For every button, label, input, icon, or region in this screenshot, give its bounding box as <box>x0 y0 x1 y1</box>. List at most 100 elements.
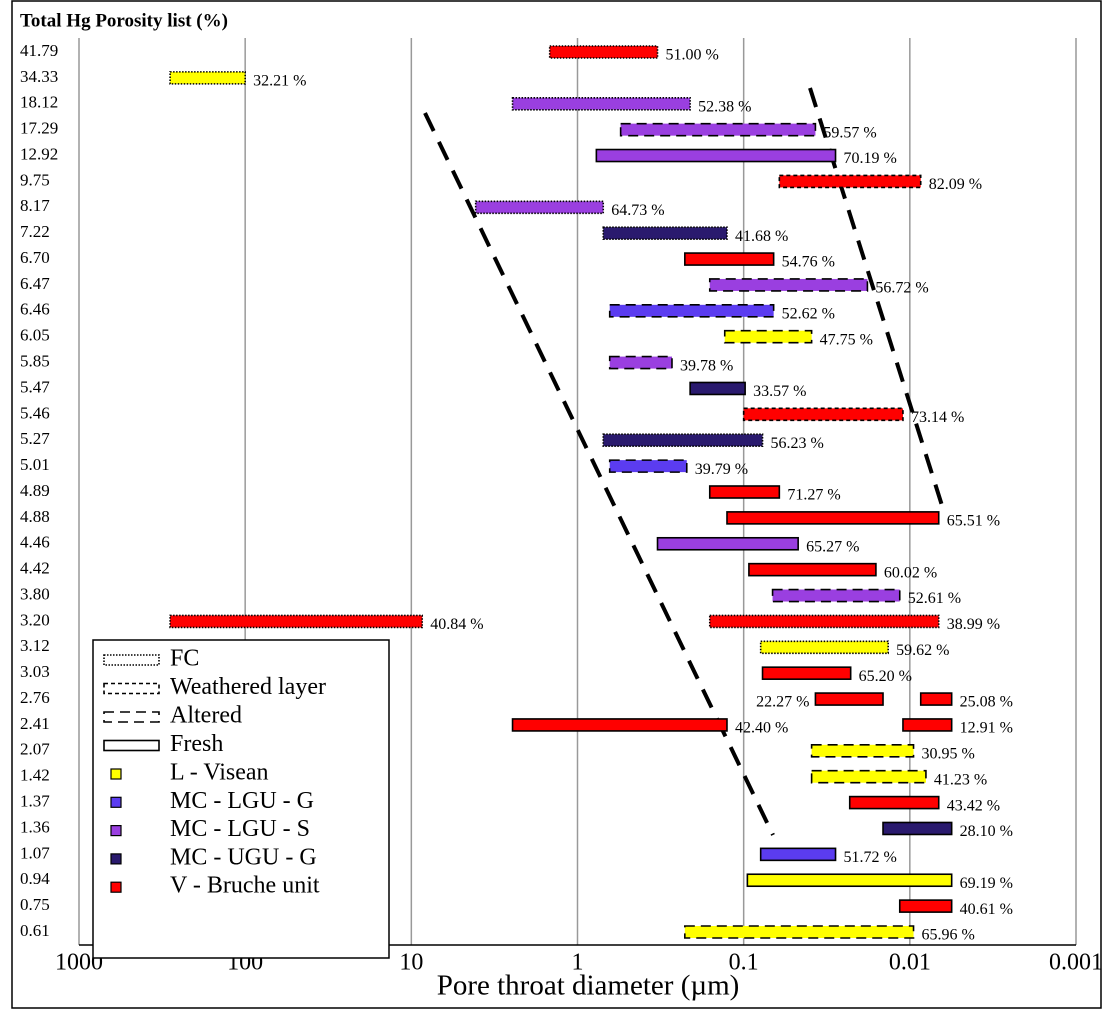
value-label: 47.75 % <box>820 331 873 348</box>
range-bar <box>919 692 953 706</box>
range-bar <box>810 769 927 784</box>
value-label: 69.19 % <box>960 875 1013 892</box>
row-label: 0.75 <box>20 895 50 914</box>
value-label: 40.61 % <box>960 901 1013 918</box>
legend-label: Altered <box>170 703 242 729</box>
value-label: 12.91 % <box>960 720 1013 737</box>
range-bar <box>902 718 953 732</box>
range-bar <box>708 614 940 629</box>
range-bar <box>548 45 659 59</box>
range-bar <box>608 459 688 473</box>
value-label: 60.02 % <box>884 564 937 581</box>
range-bar <box>619 122 817 137</box>
legend-swatch <box>110 768 122 780</box>
row-label: 1.07 <box>20 843 50 862</box>
value-label: 40.84 % <box>430 616 483 633</box>
x-tick-label: 1 <box>572 950 584 976</box>
range-bar <box>882 821 953 836</box>
value-label: 82.09 % <box>929 176 982 193</box>
value-label: 22.27 % <box>756 694 809 711</box>
value-label: 52.62 % <box>782 305 835 322</box>
range-bar <box>169 71 246 85</box>
row-label: 4.89 <box>20 481 50 500</box>
range-bar <box>726 511 940 525</box>
row-label: 3.12 <box>20 636 50 655</box>
value-label: 65.51 % <box>947 513 1000 530</box>
legend-label: MC - LGU - S <box>170 816 310 842</box>
row-label: 1.42 <box>20 766 50 785</box>
value-label: 33.57 % <box>753 383 806 400</box>
range-bar <box>761 666 852 680</box>
value-label: 70.19 % <box>844 150 897 167</box>
value-label: 39.79 % <box>695 461 748 478</box>
legend-label: V - Bruche unit <box>170 873 320 899</box>
range-bar <box>898 899 953 913</box>
range-bar <box>759 847 837 862</box>
legend-swatch <box>110 824 122 837</box>
row-label: 8.17 <box>20 196 50 215</box>
row-label: 41.79 <box>20 41 58 60</box>
row-label: 2.07 <box>20 740 50 759</box>
legend-swatch <box>110 796 122 808</box>
legend-swatch <box>103 739 160 752</box>
row-label: 5.27 <box>20 429 50 448</box>
x-tick-label: 0.1 <box>729 950 759 976</box>
row-label: 6.47 <box>20 274 50 293</box>
range-bar <box>474 200 605 215</box>
row-label: 0.94 <box>20 869 50 888</box>
range-bar <box>608 355 673 370</box>
range-bar <box>511 718 728 732</box>
row-label: 9.75 <box>20 170 50 189</box>
row-label: 6.05 <box>20 326 50 345</box>
trend-line <box>423 112 775 836</box>
value-label: 41.23 % <box>934 771 987 788</box>
chart-title: Total Hg Porosity list (%) <box>20 10 228 31</box>
range-bar <box>656 536 799 551</box>
value-label: 30.95 % <box>922 745 975 762</box>
range-bar <box>748 562 877 577</box>
value-label: 38.99 % <box>947 616 1000 633</box>
range-bar <box>723 329 813 344</box>
range-bar <box>708 485 781 499</box>
row-label: 5.01 <box>20 455 50 474</box>
value-label: 71.27 % <box>787 487 840 504</box>
row-label: 5.85 <box>20 351 50 370</box>
row-label: 3.03 <box>20 662 50 681</box>
value-label: 56.72 % <box>875 280 928 297</box>
value-label: 59.57 % <box>823 124 876 141</box>
value-label: 59.62 % <box>896 642 949 659</box>
value-label: 32.21 % <box>253 73 306 90</box>
legend-label: Fresh <box>170 731 223 757</box>
row-label: 18.12 <box>20 93 58 112</box>
value-label: 52.61 % <box>908 590 961 607</box>
range-bar <box>511 96 691 111</box>
row-label: 2.76 <box>20 688 50 707</box>
row-label: 7.22 <box>20 222 50 241</box>
range-bar <box>810 744 915 758</box>
row-label: 4.42 <box>20 559 50 578</box>
value-label: 41.68 % <box>735 228 788 245</box>
value-label: 39.78 % <box>680 357 733 374</box>
row-label: 0.61 <box>20 921 50 940</box>
legend-label: L - Visean <box>170 760 269 786</box>
range-bar <box>689 381 746 396</box>
legend-label: Weathered layer <box>170 674 326 700</box>
row-label: 3.20 <box>20 610 50 629</box>
legend-swatch <box>110 853 122 865</box>
range-bar <box>742 407 904 422</box>
row-label: 2.41 <box>20 714 50 733</box>
row-label: 3.80 <box>20 584 50 603</box>
value-label: 28.10 % <box>960 823 1013 840</box>
range-bar <box>778 174 922 189</box>
range-bar <box>771 588 901 603</box>
value-label: 42.40 % <box>735 720 788 737</box>
x-tick-label: 0.01 <box>889 950 931 976</box>
value-label: 65.20 % <box>859 668 912 685</box>
row-label: 4.46 <box>20 533 50 552</box>
legend-label: MC - LGU - G <box>170 788 314 814</box>
value-label: 54.76 % <box>782 254 835 271</box>
value-label: 43.42 % <box>947 797 1000 814</box>
row-label: 6.46 <box>20 300 50 319</box>
row-label: 1.37 <box>20 791 50 810</box>
